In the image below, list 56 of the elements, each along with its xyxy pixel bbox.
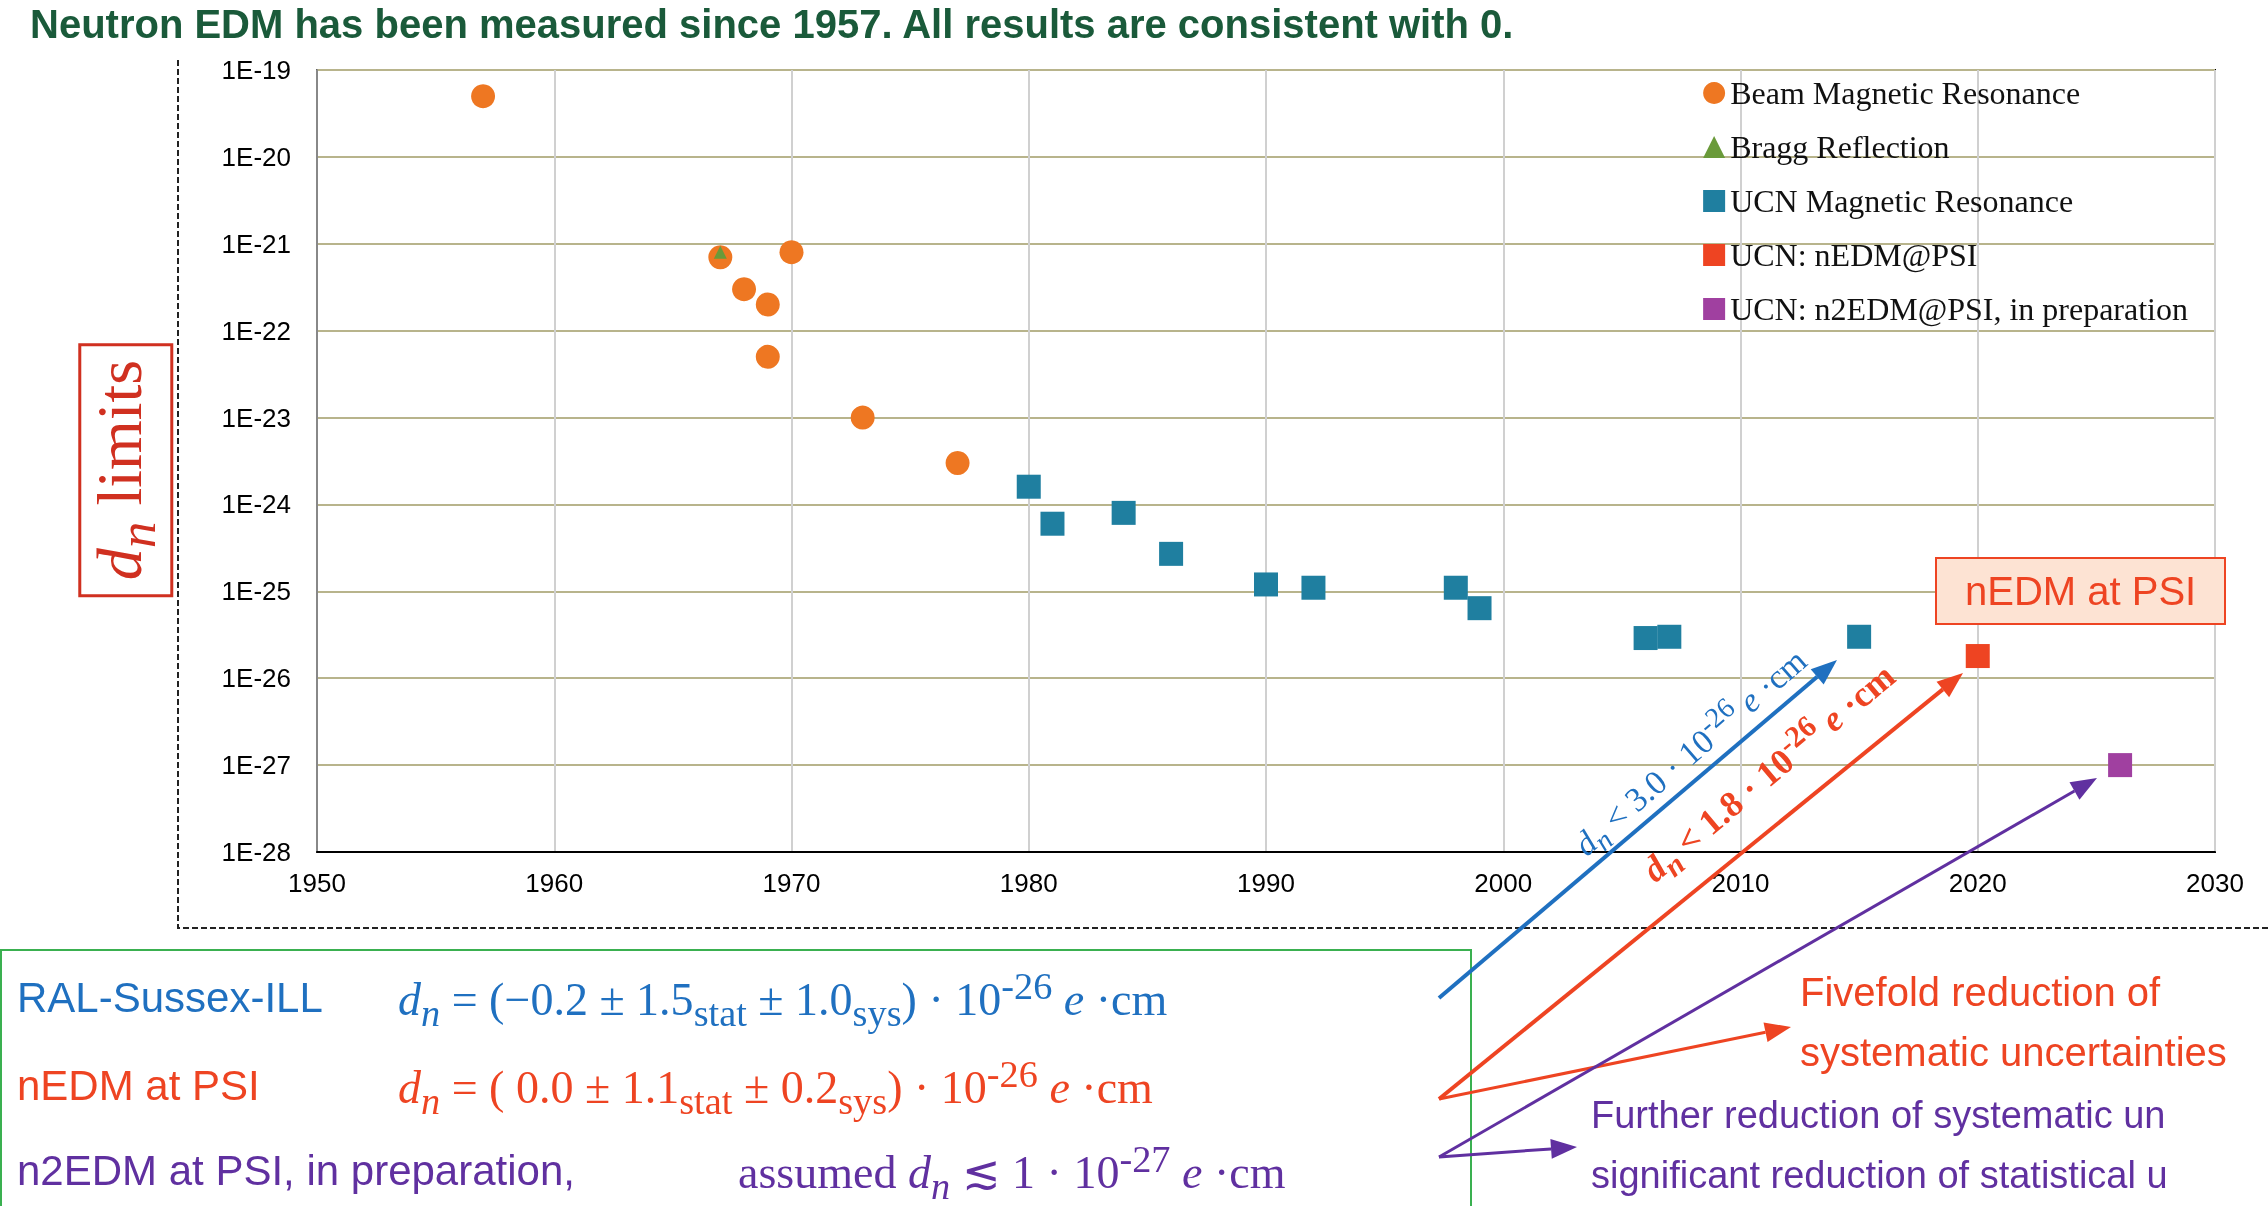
point [1040,511,1065,536]
x-tick-label: 1950 [288,868,346,898]
y-tick-label: 1E-23 [221,402,291,433]
point [1965,644,1990,669]
point [1467,596,1492,621]
text: systematic uncertainties [1800,1030,2227,1074]
y-tick-label: 1E-25 [221,576,291,607]
legend-label: UCN: nEDM@PSI [1730,237,1978,273]
point [2108,753,2133,778]
y-tick-label: 1E-28 [221,837,291,867]
text: assumed d$_{n}$ ≲ 1 · 10$^{-27}$ e ·cm [738,1138,1286,1206]
point [1657,624,1682,649]
point [1633,626,1658,651]
y-tick-label: 1E-22 [221,315,291,346]
text: Further reduction of systematic un [1591,1094,2166,1137]
point [1443,575,1468,600]
x-tick-label: 1980 [999,868,1058,898]
y-tick-label: 1E-24 [221,489,291,520]
text: Fivefold reduction of [1800,970,2161,1014]
point [945,450,970,475]
point [755,292,780,317]
chart-title: Neutron EDM has been measured since 1957. All results are consistent with 0. [30,2,1514,46]
point [1016,474,1041,499]
text: significant reduction of statistical u [1591,1154,2168,1197]
legend-label: UCN Magnetic Resonance [1730,183,2074,219]
point [732,277,757,302]
legend-label: Bragg Reflection [1730,129,1950,165]
point [1301,575,1326,600]
point [471,84,496,109]
y-tick-label: 1E-21 [221,228,291,259]
point [850,405,875,430]
x-tick-label: 1990 [1237,868,1295,898]
point [779,240,804,265]
point [755,344,780,369]
point [1111,500,1136,525]
text: d$_{n}$ = (−0.2 ± 1.5$_{stat}$ ± 1.0$_{sys}$) · 10$^{-26}$ e ·cm [398,965,1168,1034]
legend-label: Beam Magnetic Resonance [1730,75,2081,111]
x-tick-label: 2000 [1474,868,1533,898]
y-tick-label: 1E-19 [221,55,291,85]
x-tick-label: 1960 [525,868,584,898]
x-tick-label: 1970 [762,868,821,898]
x-tick-label: 2030 [2186,868,2244,898]
point [1254,572,1278,597]
y-tick-label: 1E-20 [221,141,291,172]
y-tick-label: 1E-26 [221,663,291,694]
legend-label: UCN: n2EDM@PSI, in preparation [1730,291,2188,327]
point [1847,624,1872,649]
text: nEDM at PSI [17,1062,260,1110]
point [1159,541,1184,566]
text: d$_{n}$ = ( 0.0 ± 1.1$_{stat}$ ± 0.2$_{sys}$) · 10$^{-26}$ e ·cm [398,1053,1153,1122]
text: n2EDM at PSI, in preparation, [17,1147,575,1195]
y-tick-label: 1E-27 [221,750,291,781]
x-tick-label: 2010 [1711,868,1770,898]
annotation: nEDM at PSI [1935,557,2227,625]
x-tick-label: 2020 [1948,868,2007,898]
text: RAL-Sussex-ILL [17,974,323,1022]
